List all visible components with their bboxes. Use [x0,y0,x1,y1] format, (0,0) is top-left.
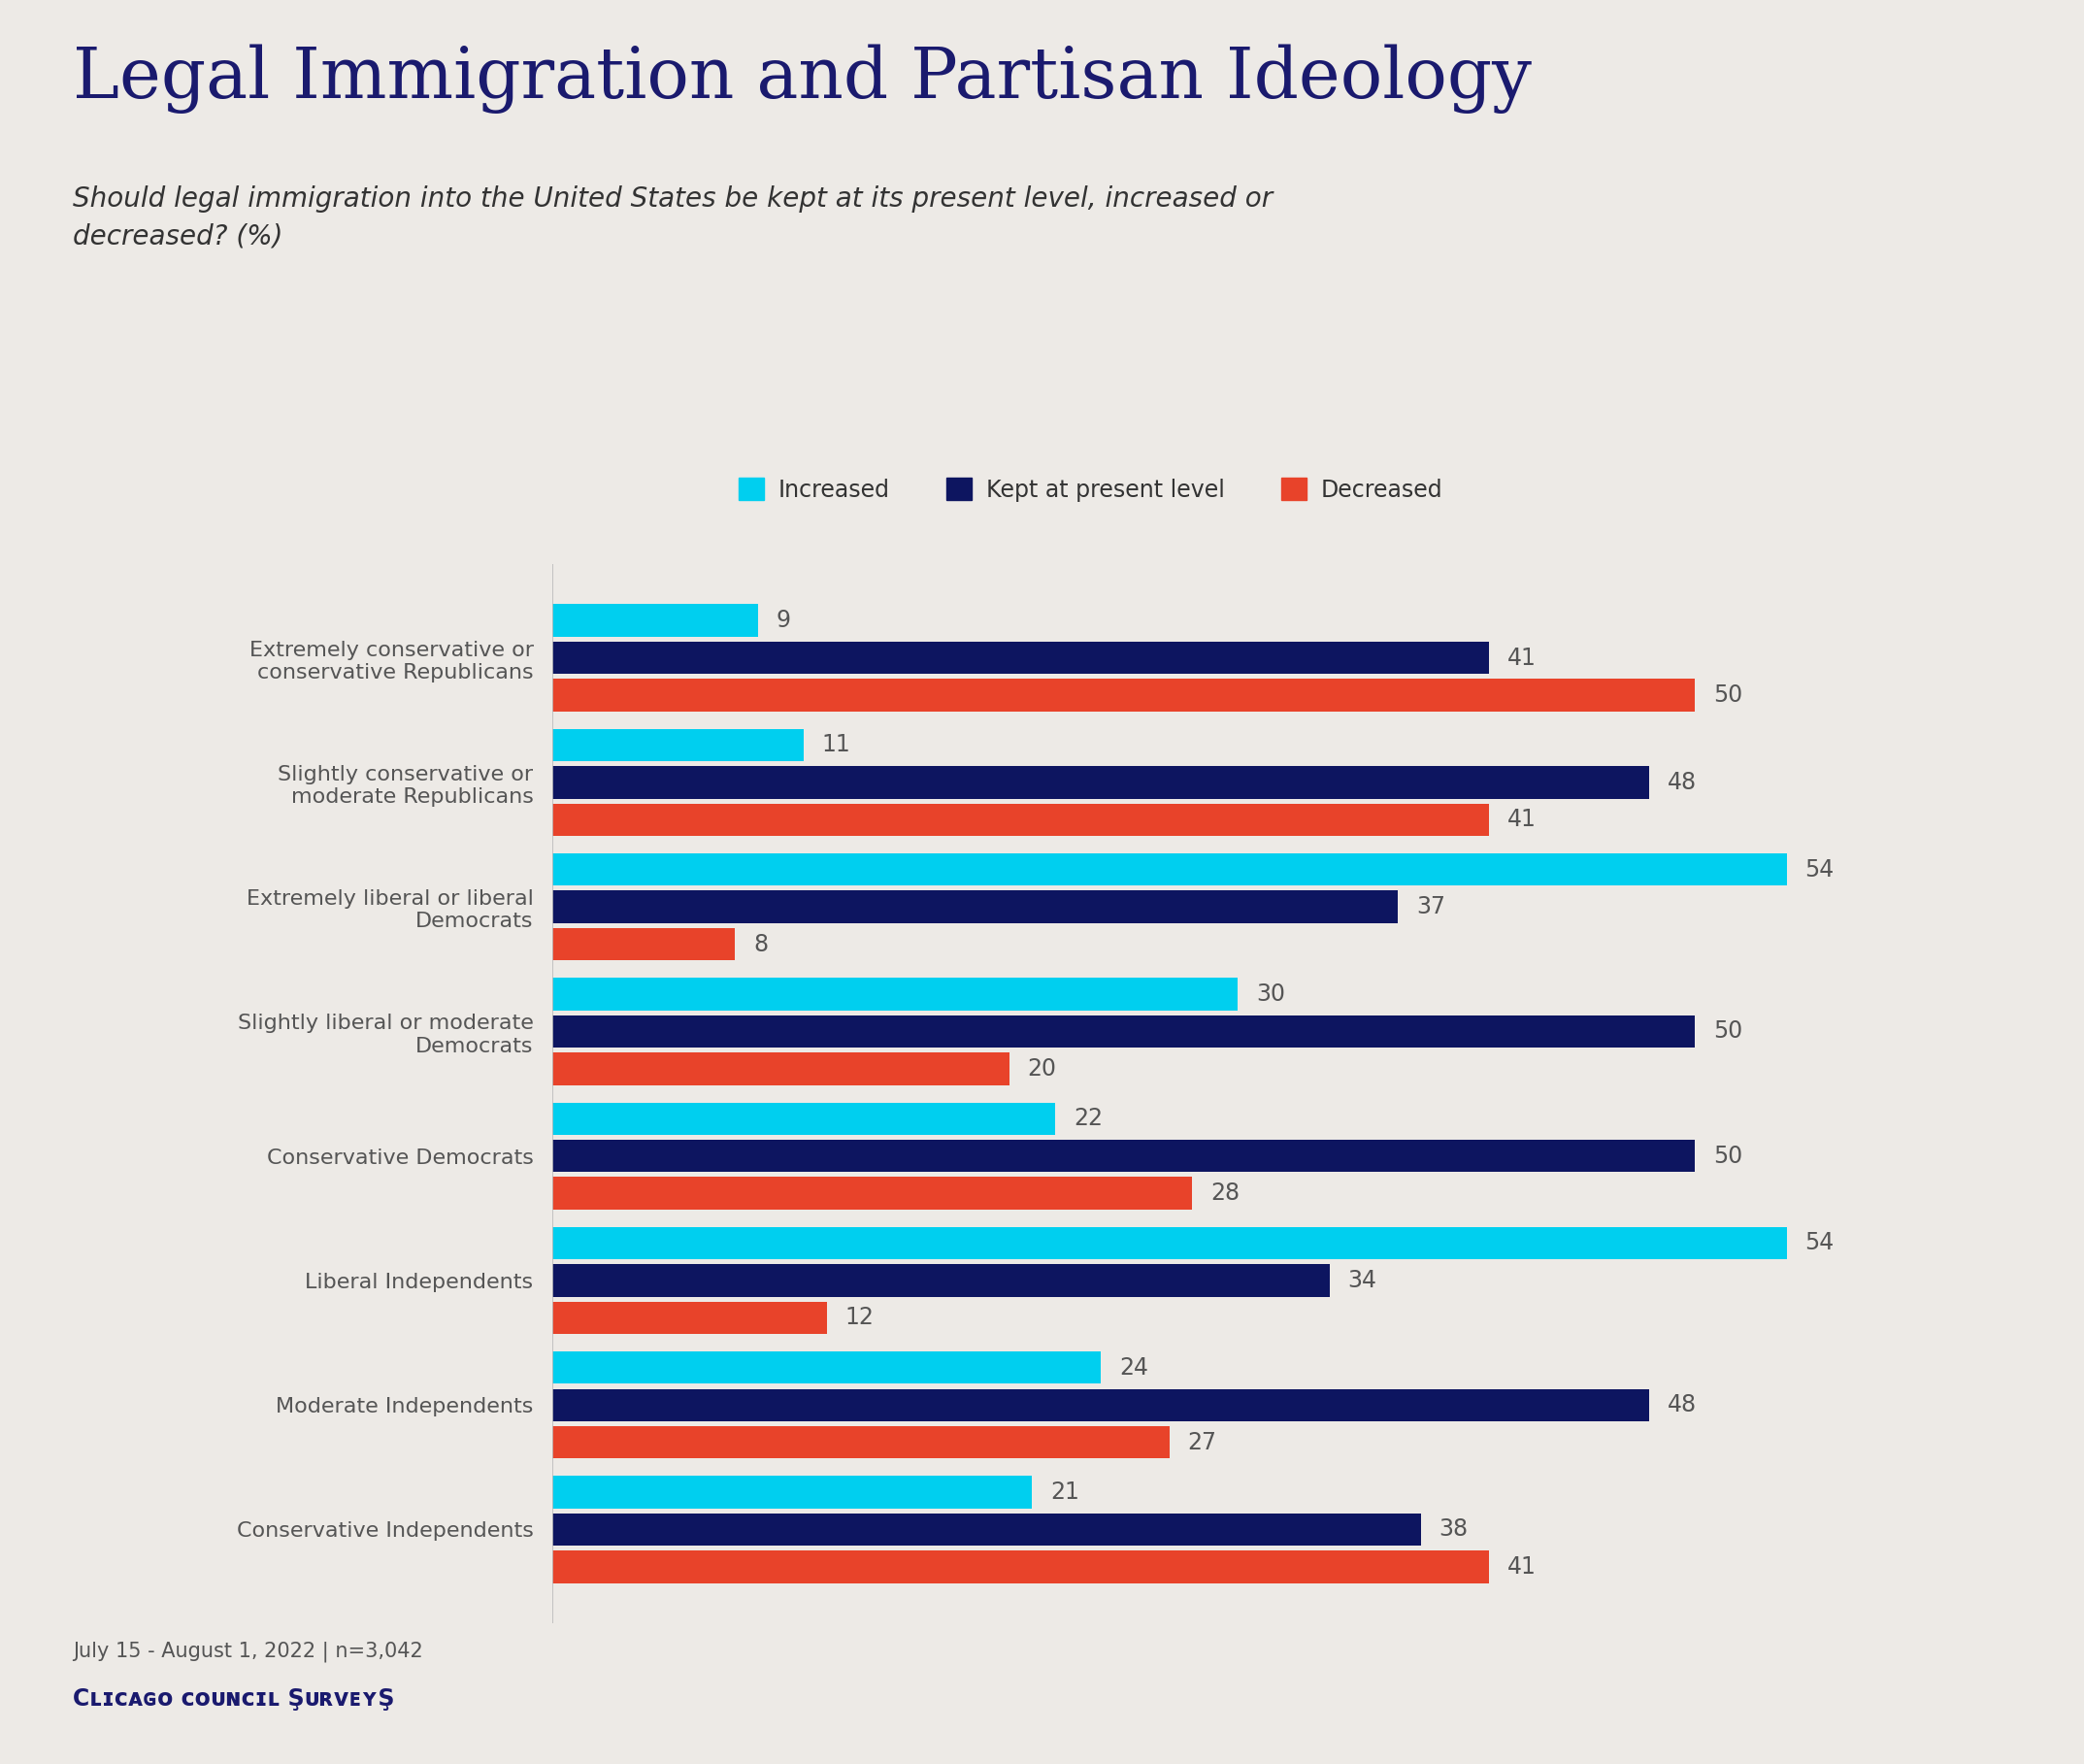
Text: Should legal immigration into the United States be kept at its present level, in: Should legal immigration into the United… [73,185,1273,250]
Bar [552,1302,827,1334]
Bar [552,766,1648,799]
Bar [552,1228,1786,1259]
Text: 48: 48 [1667,1394,1696,1416]
Text: 48: 48 [1667,771,1696,794]
Text: 37: 37 [1417,896,1446,919]
Bar [552,804,1490,836]
Bar [552,1177,1192,1210]
Bar [552,977,1238,1011]
Text: July 15 - August 1, 2022 | n=3,042: July 15 - August 1, 2022 | n=3,042 [73,1641,423,1662]
Bar [552,1102,1055,1134]
Bar [552,928,736,960]
Bar [552,1351,1100,1383]
Text: 54: 54 [1805,1231,1834,1254]
Text: 22: 22 [1073,1108,1102,1131]
Text: 20: 20 [1027,1057,1057,1080]
Bar [552,1016,1694,1048]
Text: 8: 8 [754,933,769,956]
Bar [552,1265,1330,1297]
Text: 38: 38 [1440,1517,1469,1542]
Text: Cʟɪᴄᴀɢᴏ ᴄᴏᴜɴᴄɪʟ ŞᴜʀᴠᴇʏŞ: Cʟɪᴄᴀɢᴏ ᴄᴏᴜɴᴄɪʟ ŞᴜʀᴠᴇʏŞ [73,1688,394,1711]
Text: 12: 12 [844,1305,873,1330]
Text: 41: 41 [1507,808,1536,831]
Bar [552,854,1786,886]
Bar [552,891,1398,923]
Text: 28: 28 [1211,1182,1240,1205]
Text: 41: 41 [1507,646,1536,670]
Text: 27: 27 [1188,1431,1217,1454]
Text: 24: 24 [1119,1357,1148,1379]
Bar [552,1514,1421,1545]
Bar [552,729,804,762]
Bar [552,605,759,637]
Text: 11: 11 [821,734,850,757]
Bar [552,1551,1490,1582]
Bar [552,1388,1648,1422]
Bar [552,1140,1694,1171]
Text: 50: 50 [1713,684,1742,707]
Bar [552,679,1694,711]
Text: 54: 54 [1805,857,1834,882]
Bar [552,1053,1009,1085]
Text: 30: 30 [1257,983,1286,1005]
Bar [552,1476,1032,1508]
Legend: Increased, Kept at present level, Decreased: Increased, Kept at present level, Decrea… [729,469,1453,512]
Text: 50: 50 [1713,1020,1742,1043]
Bar [552,1425,1169,1459]
Text: 21: 21 [1050,1480,1080,1503]
Bar [552,642,1490,674]
Text: 9: 9 [775,609,790,632]
Text: 34: 34 [1348,1268,1378,1291]
Text: Legal Immigration and Partisan Ideology: Legal Immigration and Partisan Ideology [73,44,1532,113]
Text: 50: 50 [1713,1145,1742,1168]
Text: 41: 41 [1507,1556,1536,1579]
